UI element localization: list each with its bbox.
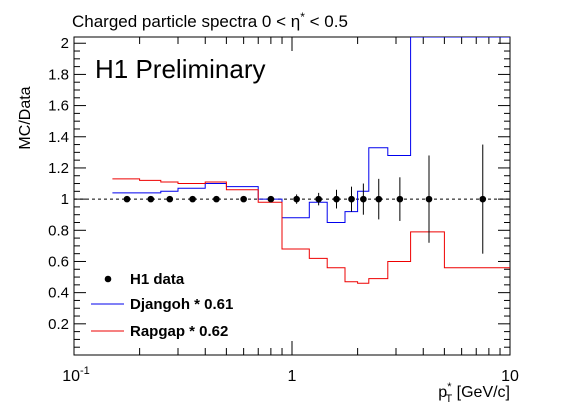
data-point [240, 195, 247, 203]
y-tick-label: 1.6 [48, 98, 69, 115]
y-tick-label: 1 [61, 191, 69, 208]
legend-label: Djangoh * 0.61 [130, 296, 233, 313]
data-point [315, 195, 322, 203]
x-tick-label: 10-1 [62, 365, 90, 385]
legend-label: Rapgap * 0.62 [130, 323, 228, 340]
legend-marker-data [104, 275, 112, 283]
legend: H1 data Djangoh * 0.61 Rapgap * 0.62 [91, 271, 233, 340]
data-points-layer [123, 144, 487, 254]
h1-preliminary-label: H1 Preliminary [95, 54, 266, 84]
data-point [267, 195, 275, 203]
data-point [360, 195, 367, 203]
y-tick-label: 0.8 [48, 222, 69, 239]
x-axis-label: p* T [GeV/c] [438, 381, 510, 405]
data-point [479, 195, 487, 203]
data-point [213, 195, 220, 203]
x-tick-label: 10 [501, 368, 519, 385]
chart-title: Charged particle spectra 0 < η* < 0.5 [72, 10, 348, 31]
data-point [333, 195, 340, 203]
y-tick-label: 0.6 [48, 253, 69, 270]
data-point [375, 195, 383, 203]
series-histogram-djangoh [112, 37, 510, 223]
data-point [147, 195, 155, 203]
legend-label: H1 data [130, 271, 185, 288]
data-point [425, 195, 433, 203]
y-tick-label: 1.8 [48, 66, 69, 83]
y-tick-label: 0.2 [48, 316, 69, 333]
x-tick-label: 1 [288, 368, 297, 385]
y-tick-label: 1.2 [48, 160, 69, 177]
y-tick-label: 2 [61, 35, 69, 52]
y-tick-label: 0.4 [48, 285, 69, 302]
series-histogram-rapgap [112, 178, 510, 284]
y-axis-label: MC/Data [17, 86, 34, 149]
data-point [293, 195, 300, 203]
data-point [189, 195, 196, 203]
series-layer [112, 37, 510, 284]
data-point [123, 195, 131, 203]
axes: 0.2 0.4 0.6 0.8 1 1.2 1.4 1.6 1.8 2 10-1 1 10 [48, 35, 519, 385]
y-tick-label: 1.4 [48, 129, 69, 146]
data-point [348, 195, 355, 203]
data-point [396, 195, 404, 203]
data-point [166, 195, 174, 203]
